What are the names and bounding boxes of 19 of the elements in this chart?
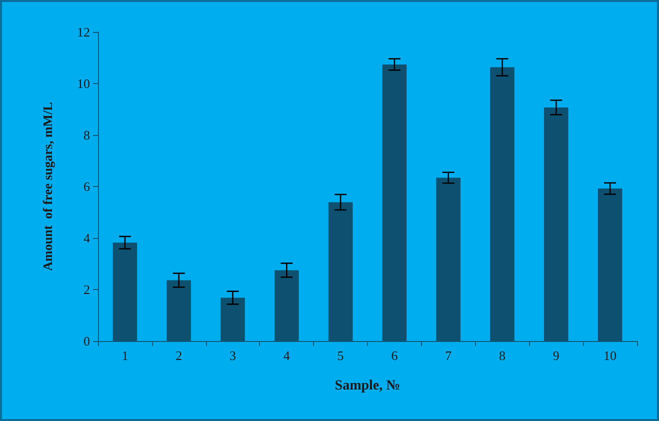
x-tick-label: 1 <box>122 348 128 363</box>
y-tick-label: 4 <box>84 230 90 246</box>
x-tick-label: 4 <box>283 348 290 363</box>
x-tick-label: 6 <box>391 348 398 363</box>
y-tick-label: 12 <box>77 24 90 40</box>
x-tick-label: 5 <box>337 348 344 363</box>
x-tick-label: 8 <box>499 348 506 363</box>
y-axis-title: Amount of free sugars, mM/L <box>40 102 55 271</box>
y-tick-label: 8 <box>84 128 90 142</box>
x-tick-label: 2 <box>176 348 182 363</box>
x-tick-label: 10 <box>604 348 617 363</box>
x-tick-label: 7 <box>445 348 452 363</box>
y-tick-label: 2 <box>84 282 90 297</box>
x-tick-label: 9 <box>552 348 560 363</box>
y-tick-label: 6 <box>84 179 90 194</box>
y-tick-label: 0 <box>84 334 90 348</box>
x-tick-label: 3 <box>230 348 236 363</box>
x-axis-title: Sample, № <box>334 378 400 394</box>
y-tick-label: 10 <box>77 76 90 91</box>
